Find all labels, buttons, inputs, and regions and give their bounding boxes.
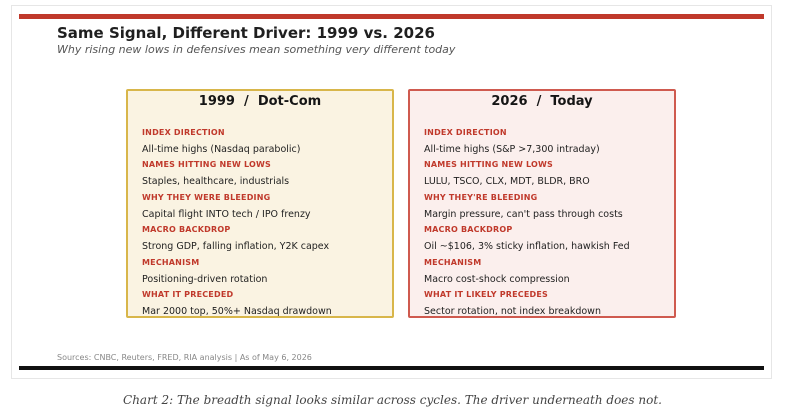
- panel-1999: 1999 / Dot-Com INDEX DIRECTION All-time …: [126, 89, 394, 318]
- row-value: Capital flight INTO tech / IPO frenzy: [142, 208, 311, 220]
- panel-title: 1999 / Dot-Com: [198, 94, 322, 109]
- figure-title: Same Signal, Different Driver: 1999 vs. …: [57, 24, 435, 42]
- panel-2026: 2026 / Today INDEX DIRECTION All-time hi…: [408, 89, 676, 318]
- row-label: INDEX DIRECTION: [424, 128, 507, 137]
- row-label: WHAT IT LIKELY PRECEDES: [424, 289, 549, 299]
- figure-subtitle: Why rising new lows in defensives mean s…: [57, 43, 456, 56]
- row-value: Margin pressure, can't pass through cost…: [424, 208, 623, 220]
- row-label: MACRO BACKDROP: [142, 225, 231, 235]
- panel-rows: INDEX DIRECTION All-time highs (S&P >7,3…: [424, 125, 666, 319]
- panel-row: INDEX DIRECTION All-time highs (S&P >7,3…: [424, 125, 666, 157]
- row-label: NAMES HITTING NEW LOWS: [142, 160, 272, 170]
- row-value: Mar 2000 top, 50%+ Nasdaq drawdown: [142, 305, 332, 317]
- row-value: Sector rotation, not index breakdown: [424, 305, 601, 317]
- panel-row: MACRO BACKDROP Oil ~$106, 3% sticky infl…: [424, 222, 666, 254]
- row-value: Strong GDP, falling inflation, Y2K capex: [142, 241, 330, 253]
- row-label: NAMES HITTING NEW LOWS: [424, 160, 554, 170]
- panel-row: WHY THEY WERE BLEEDING Capital flight IN…: [142, 190, 384, 222]
- top-accent-rule: [19, 14, 764, 19]
- panel-row: NAMES HITTING NEW LOWS LULU, TSCO, CLX, …: [424, 157, 666, 189]
- panel-row: WHAT IT PRECEDED Mar 2000 top, 50%+ Nasd…: [142, 287, 384, 319]
- sources-note: Sources: CNBC, Reuters, FRED, RIA analys…: [57, 353, 312, 362]
- panel-row: NAMES HITTING NEW LOWS Staples, healthca…: [142, 157, 384, 189]
- row-value: All-time highs (S&P >7,300 intraday): [424, 144, 600, 155]
- row-label: MECHANISM: [424, 257, 482, 267]
- row-value: All-time highs (Nasdaq parabolic): [142, 144, 301, 155]
- row-label: WHAT IT PRECEDED: [142, 289, 234, 299]
- row-label: INDEX DIRECTION: [142, 128, 225, 137]
- row-value: Oil ~$106, 3% sticky inflation, hawkish …: [424, 241, 630, 253]
- figure-caption: Chart 2: The breadth signal looks simila…: [123, 393, 662, 407]
- row-value: LULU, TSCO, CLX, MDT, BLDR, BRO: [424, 176, 590, 188]
- row-label: MACRO BACKDROP: [424, 225, 513, 235]
- row-value: Positioning-driven rotation: [142, 273, 268, 285]
- row-value: Macro cost-shock compression: [424, 273, 570, 285]
- panel-rows: INDEX DIRECTION All-time highs (Nasdaq p…: [142, 125, 384, 319]
- panel-row: MECHANISM Macro cost-shock compression: [424, 255, 666, 287]
- panel-row: INDEX DIRECTION All-time highs (Nasdaq p…: [142, 125, 384, 157]
- row-label: WHY THEY'RE BLEEDING: [424, 192, 538, 202]
- panel-row: WHY THEY'RE BLEEDING Margin pressure, ca…: [424, 190, 666, 222]
- panel-row: WHAT IT LIKELY PRECEDES Sector rotation,…: [424, 287, 666, 319]
- row-label: MECHANISM: [142, 257, 200, 267]
- panel-row: MACRO BACKDROP Strong GDP, falling infla…: [142, 222, 384, 254]
- panel-row: MECHANISM Positioning-driven rotation: [142, 255, 384, 287]
- bottom-rule: [19, 366, 764, 370]
- panel-title: 2026 / Today: [491, 94, 593, 109]
- row-label: WHY THEY WERE BLEEDING: [142, 192, 271, 202]
- row-value: Staples, healthcare, industrials: [142, 176, 290, 188]
